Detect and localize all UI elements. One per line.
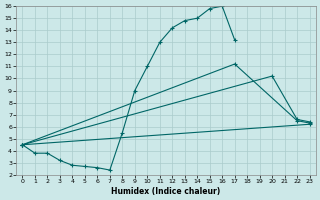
X-axis label: Humidex (Indice chaleur): Humidex (Indice chaleur) xyxy=(111,187,221,196)
